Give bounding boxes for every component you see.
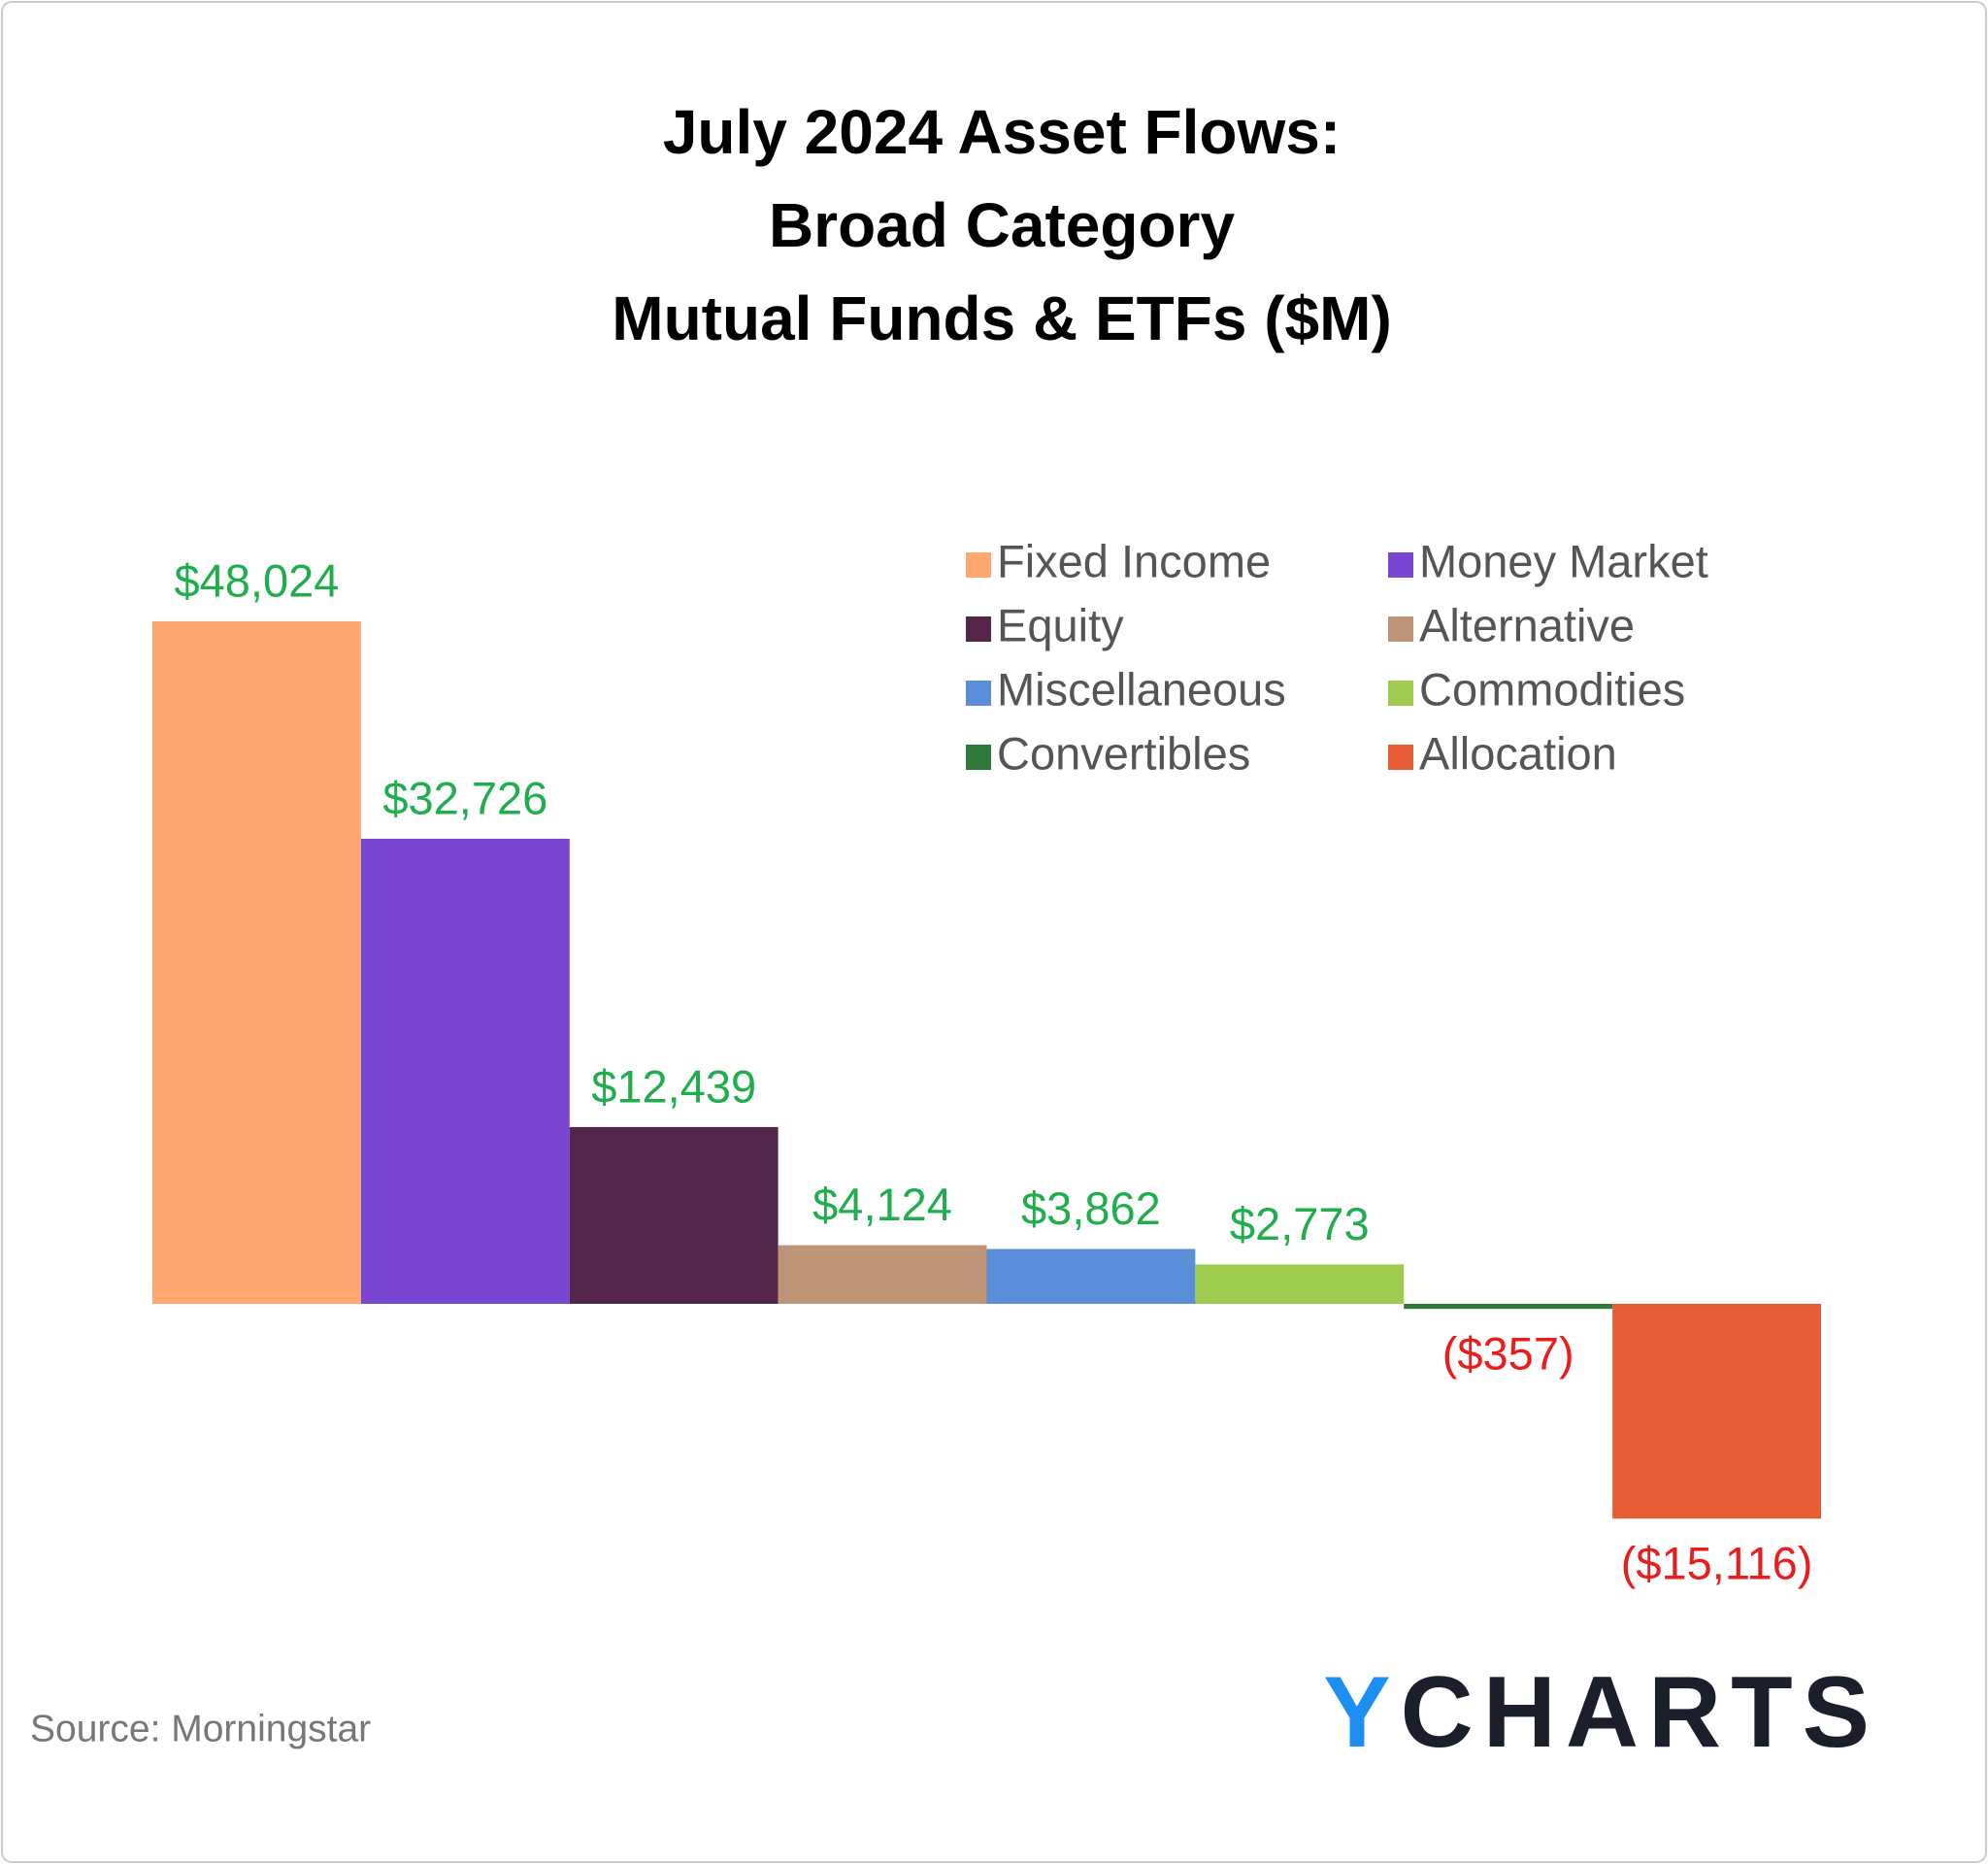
value-label: $3,862 — [1021, 1182, 1161, 1234]
legend-swatch — [1388, 552, 1413, 578]
bar — [360, 838, 570, 1304]
legend-label: Commodities — [1419, 663, 1685, 715]
chart-title: Broad Category — [769, 190, 1236, 260]
legend-label: Allocation — [1419, 727, 1617, 779]
legend-swatch — [966, 745, 991, 770]
chart-title: Mutual Funds & ETFs ($M) — [612, 283, 1392, 353]
value-label: $48,024 — [174, 554, 339, 606]
source: Source: Morningstar — [30, 1708, 371, 1749]
bar — [1612, 1304, 1821, 1519]
value-label: ($15,116) — [1621, 1538, 1813, 1589]
legend-label: Miscellaneous — [997, 663, 1286, 715]
legend-label: Equity — [997, 599, 1124, 650]
bar — [569, 1126, 779, 1304]
legend-label: Fixed Income — [997, 535, 1271, 586]
value-label: $32,726 — [382, 772, 547, 823]
legend-swatch — [966, 552, 991, 578]
bar — [1195, 1264, 1405, 1304]
legend-swatch — [1388, 745, 1413, 770]
legend-label: Convertibles — [997, 727, 1250, 779]
chart-title: July 2024 Asset Flows: — [663, 97, 1341, 167]
value-label: ($357) — [1442, 1328, 1574, 1380]
legend-swatch — [1388, 681, 1413, 706]
legend-label: Alternative — [1419, 599, 1635, 650]
value-label: $12,439 — [591, 1060, 756, 1112]
logo: YCHARTS — [1323, 1656, 1879, 1769]
legend-swatch — [966, 616, 991, 642]
legend-swatch — [1388, 616, 1413, 642]
bar — [778, 1245, 987, 1304]
legend-swatch — [966, 681, 991, 706]
bar — [1404, 1304, 1613, 1310]
bar — [986, 1248, 1196, 1304]
legend-label: Money Market — [1419, 535, 1708, 586]
value-label: $2,773 — [1230, 1198, 1370, 1249]
bar — [152, 621, 361, 1304]
value-label: $4,124 — [812, 1179, 952, 1230]
